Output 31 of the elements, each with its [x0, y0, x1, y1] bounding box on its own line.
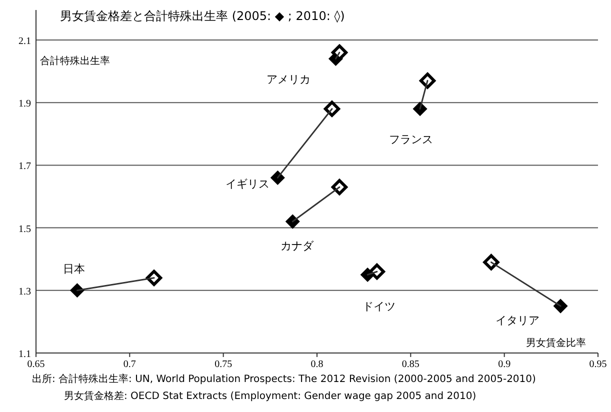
series-label: カナダ [280, 240, 315, 253]
y-tick-label: 2.1 [18, 36, 31, 47]
x-tick-label: 0.7 [123, 359, 136, 370]
text: 出所: 合計特殊出生率: UN, World Population Prospects: The 2012 Revision (2000-2005 and 2005-2010) [32, 373, 536, 385]
y-tick-label: 1.3 [18, 286, 31, 298]
y-tick-label: 1.5 [18, 224, 31, 235]
y-tick-label: 1.9 [18, 98, 31, 110]
series-label: 日本 [63, 262, 86, 276]
point [483, 254, 500, 270]
point [286, 214, 300, 229]
x-axis-title: 男女賃金比率 [526, 337, 586, 349]
point [553, 298, 568, 314]
x-tick-label: 0.75 [214, 359, 232, 370]
series-label: イタリア [496, 314, 540, 328]
x-tick-label: 0.8 [310, 359, 324, 370]
y-axis-title: 合計特殊出生率 [40, 55, 110, 67]
y-tick-label: 1.1 [18, 349, 31, 360]
point [331, 179, 348, 196]
text: ドイツ [362, 300, 396, 313]
x-tick-label: 0.65 [27, 359, 45, 370]
x-tick-label: 0.95 [589, 359, 607, 370]
point [270, 170, 285, 185]
y-tick-label: 1.7 [18, 161, 31, 172]
series-label: イギリス [226, 178, 270, 191]
x-tick-label: 0.9 [498, 359, 511, 370]
text: 男女賃金格差: OECD Stat Extracts (Employment: Gender wage gap 2005 and 2010) [64, 390, 476, 402]
x-tick-label: 0.85 [402, 359, 420, 370]
text: アメリカ [266, 72, 311, 86]
point [419, 72, 436, 89]
text: フランス [389, 132, 434, 146]
chart-title: 男女賃金格差と合計特殊出生率 (2005: ◆ ; 2010: ◊) [60, 9, 345, 23]
